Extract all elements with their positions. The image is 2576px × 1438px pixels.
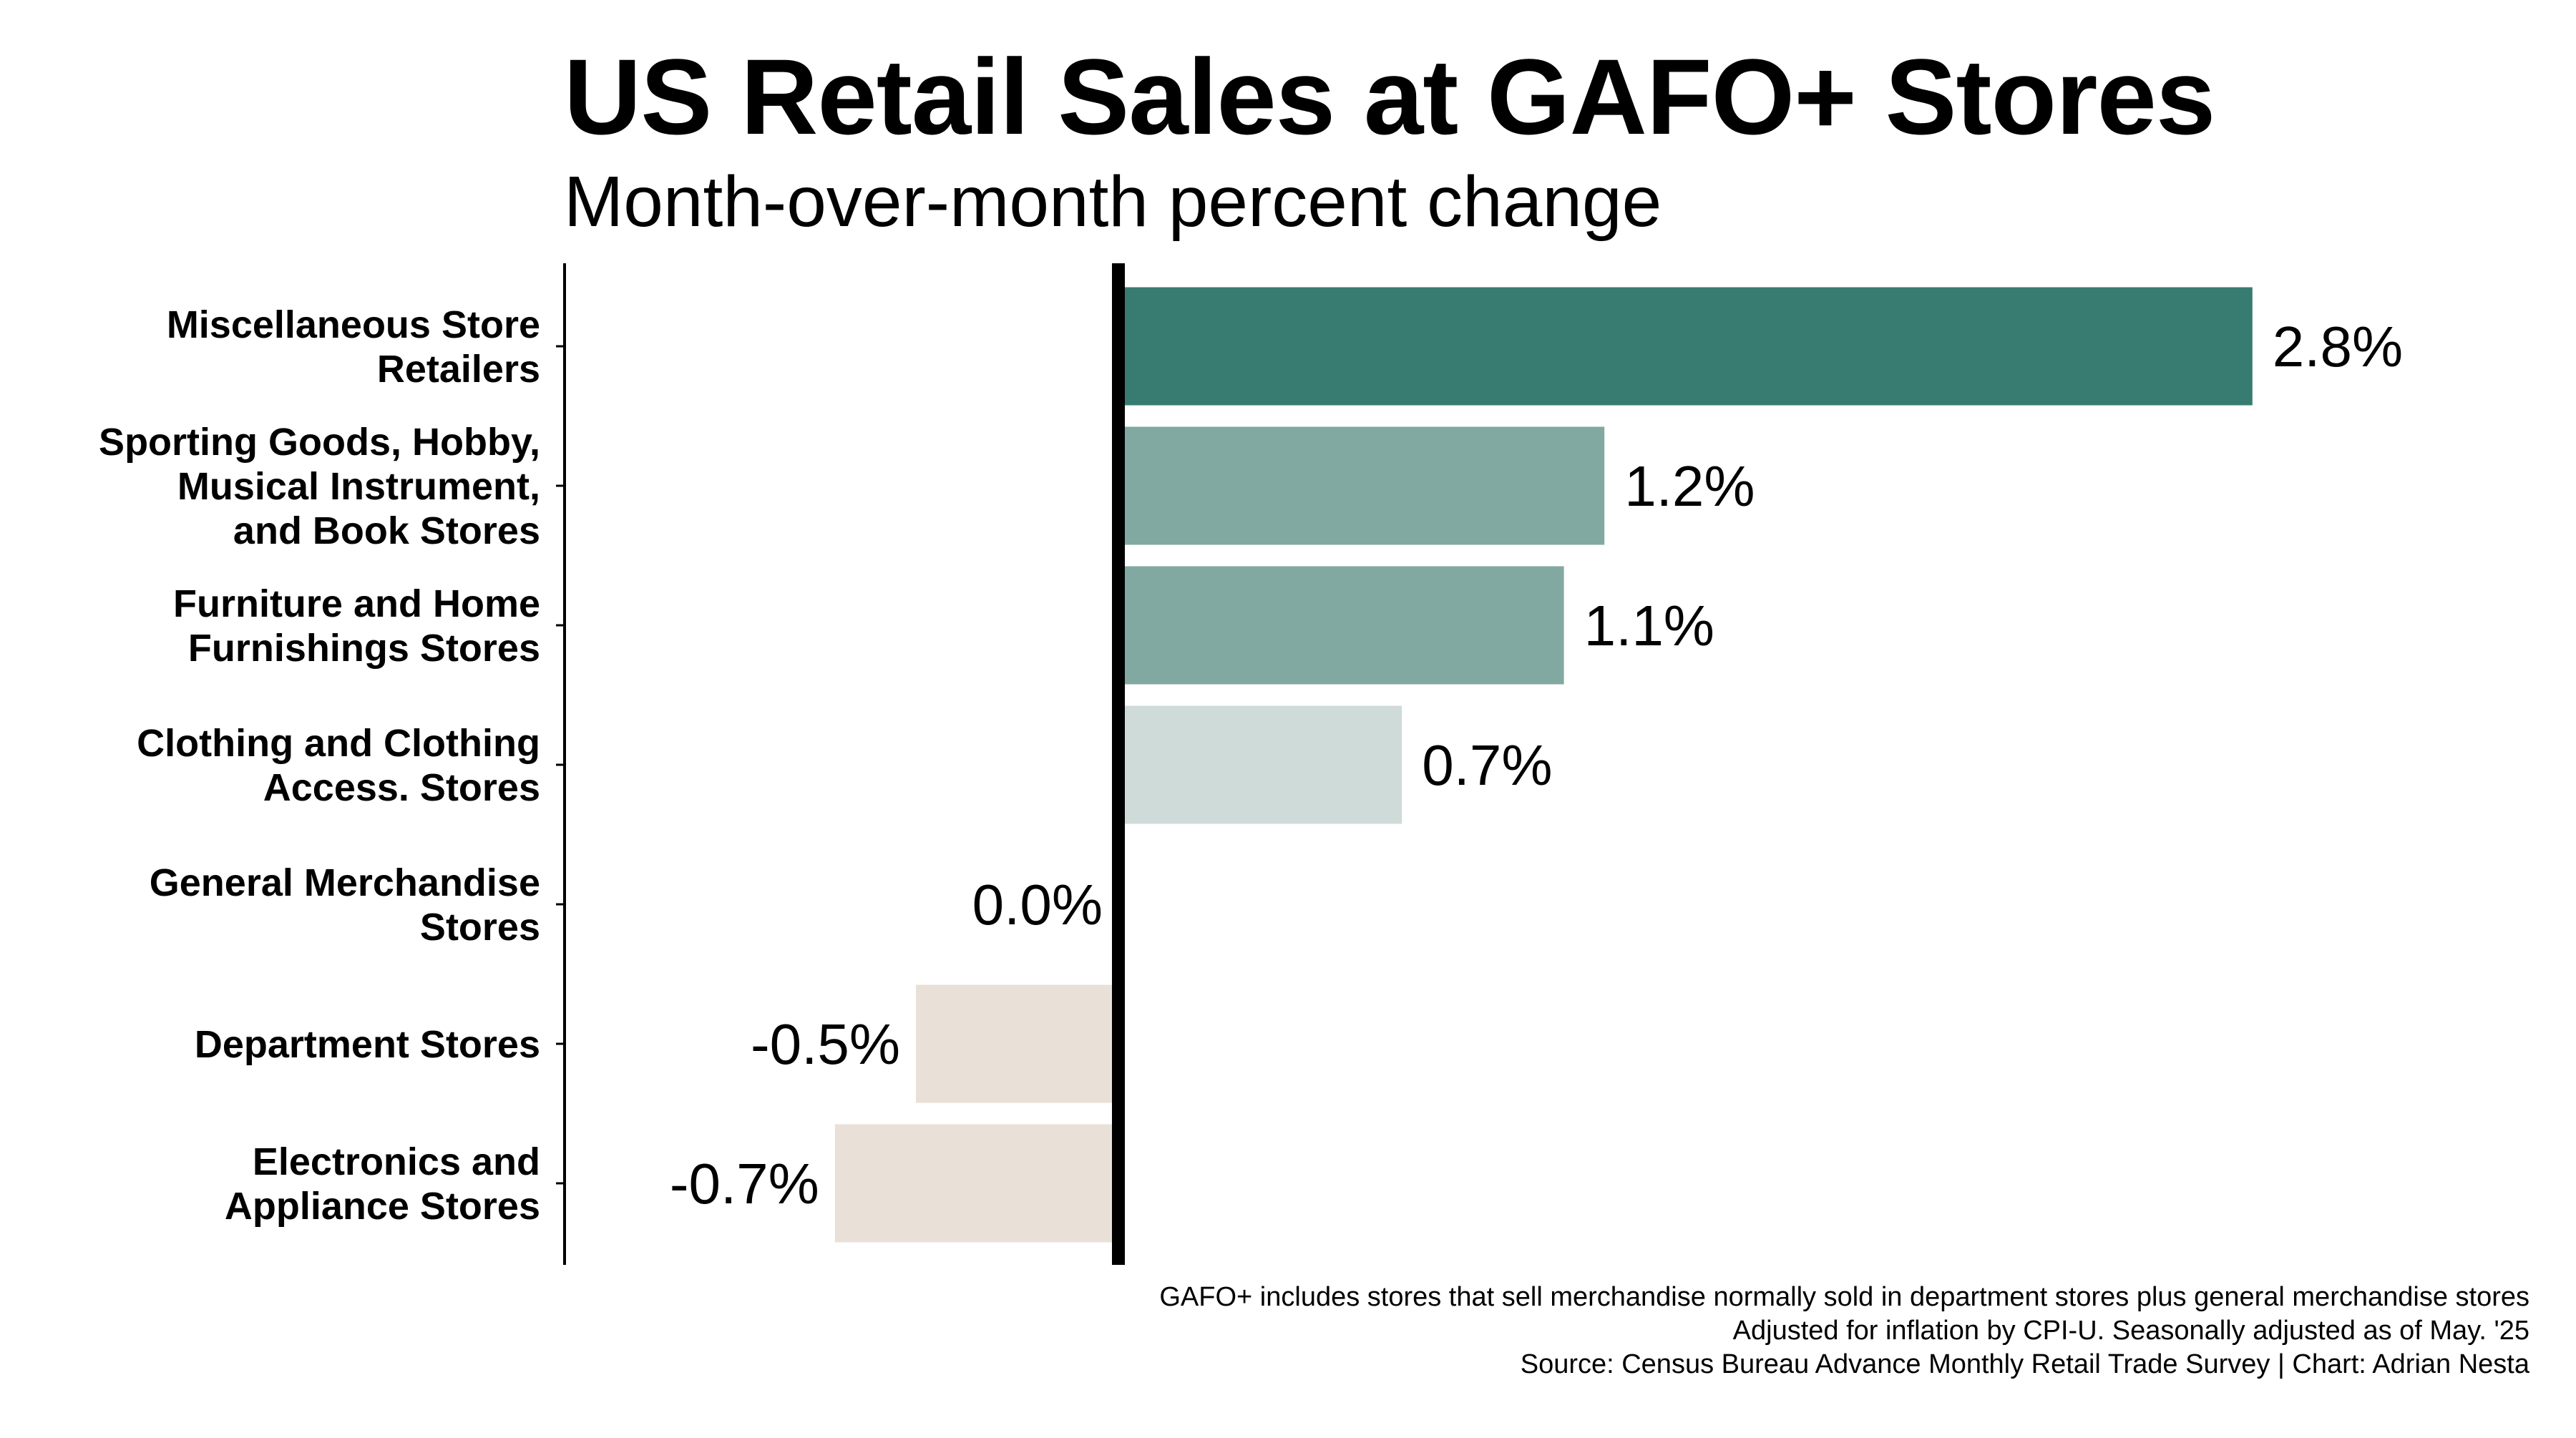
data-label: 1.1% <box>1584 594 1714 657</box>
category-label: Furniture and Home Furnishings Stores <box>173 582 540 670</box>
data-label: 1.2% <box>1624 454 1755 518</box>
bar <box>1118 287 2253 406</box>
category-label: Sporting Goods, Hobby, Musical Instrument… <box>99 421 540 552</box>
category-label: Clothing and Clothing Access. Stores <box>137 722 540 809</box>
caption-adjustment-note: Adjusted for inflation by CPI-U. Seasona… <box>1732 1316 2529 1346</box>
chart-caption: GAFO+ includes stores that sell merchand… <box>1159 1281 2529 1381</box>
caption-definition: GAFO+ includes stores that sell merchand… <box>1159 1282 2529 1312</box>
data-label: -0.7% <box>670 1152 819 1216</box>
bar <box>1118 705 1402 824</box>
category-label: General Merchandise Stores <box>150 861 540 949</box>
chart-subtitle: Month-over-month percent change <box>564 162 1662 242</box>
data-label: -0.5% <box>751 1012 900 1076</box>
bar <box>1118 426 1605 545</box>
data-label: 2.8% <box>2273 315 2403 378</box>
category-label: Electronics and Appliance Stores <box>225 1140 540 1228</box>
caption-source: Source: Census Bureau Advance Monthly Re… <box>1520 1349 2529 1379</box>
category-label: Miscellaneous Store Retailers <box>167 303 540 391</box>
bar <box>916 984 1118 1103</box>
bar <box>1118 566 1564 685</box>
data-label: 0.0% <box>972 873 1103 936</box>
data-label: 0.7% <box>1422 733 1552 797</box>
bar <box>834 1124 1118 1243</box>
category-label: Department Stores <box>195 1023 540 1066</box>
chart-title: US Retail Sales at GAFO+ Stores <box>564 36 2215 157</box>
